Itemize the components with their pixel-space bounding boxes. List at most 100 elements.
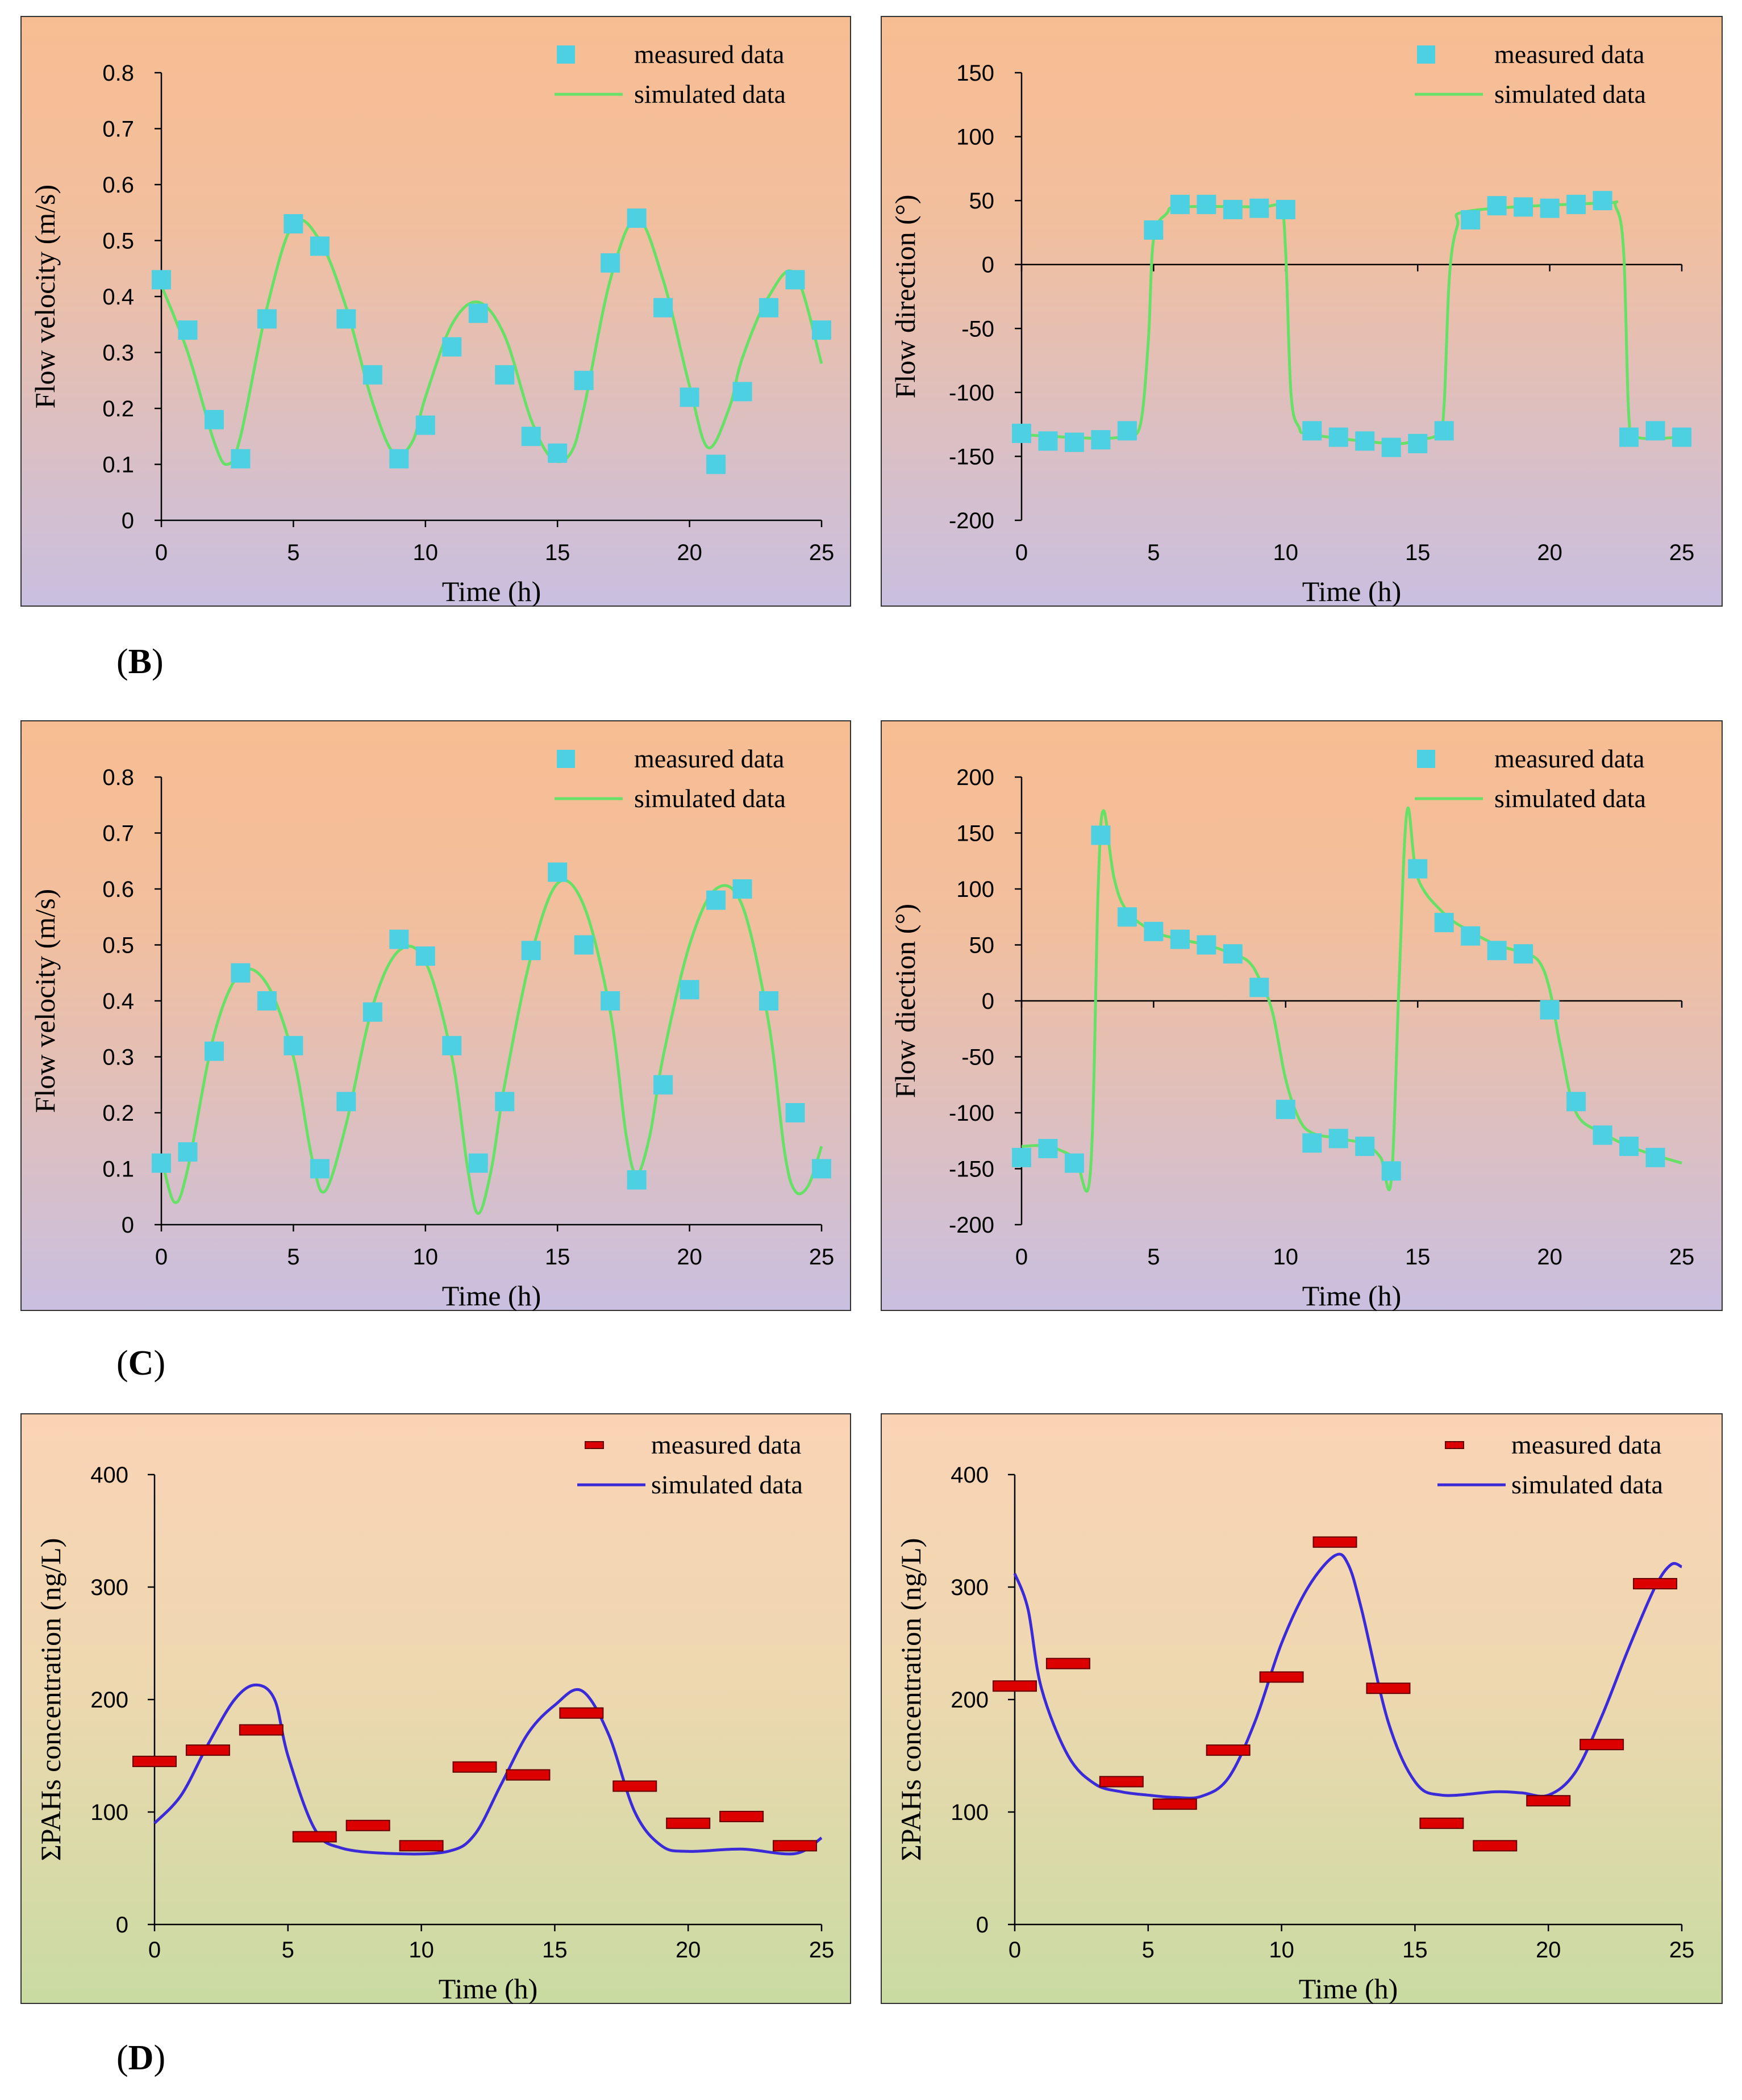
y-tick-label: 0.6 — [102, 877, 134, 902]
measured-point — [680, 387, 699, 407]
y-tick-label: 0.3 — [102, 341, 134, 366]
y-tick-label: 0.8 — [102, 765, 134, 790]
measured-point — [1408, 859, 1428, 879]
y-tick-label: 0.2 — [102, 396, 134, 421]
axes — [148, 1473, 823, 1931]
chart-D-concentration-right: 0 100 200 300 400 0 5 10 15 20 25 Time (h) ΣPAHs con… — [881, 1413, 1723, 2004]
y-tick-label: 150 — [956, 821, 994, 846]
legend-measured-label: measured data — [634, 744, 784, 773]
measured-point — [653, 298, 673, 318]
measured-point — [1645, 421, 1665, 441]
measured-point — [231, 449, 251, 469]
measured-point — [732, 382, 752, 402]
y-tick-label: -150 — [949, 444, 994, 469]
y-tick-label: 0.7 — [102, 117, 134, 142]
x-axis-label: Time (h) — [439, 1973, 538, 2004]
measured-point — [601, 991, 620, 1011]
y-tick-label: 200 — [90, 1688, 128, 1713]
legend-measured-symbol — [557, 45, 575, 64]
measured-point — [1366, 1682, 1411, 1694]
measured-point — [1045, 1658, 1090, 1669]
x-tick-label: 15 — [1405, 1245, 1431, 1270]
y-axis-label: Flow velocity (m/s) — [29, 889, 61, 1113]
measured-point — [1461, 926, 1481, 946]
measured-point — [1419, 1817, 1464, 1829]
measured-point — [284, 1036, 303, 1055]
measured-point — [204, 410, 224, 429]
measured-point — [1223, 944, 1243, 964]
measured-point — [1170, 929, 1190, 949]
measured-point — [1012, 423, 1031, 443]
measured-point — [1461, 210, 1481, 229]
measured-point — [1526, 1795, 1571, 1807]
measured-point — [1064, 432, 1084, 452]
x-tick-label: 20 — [676, 1938, 701, 1963]
y-tick-label: 0 — [122, 508, 134, 533]
measured-point — [1540, 1000, 1560, 1020]
measured-point — [204, 1041, 224, 1061]
chart-B-velocity: 0 0.1 0.2 0.3 0.4 0.5 0.6 0.7 0.8 0 5 10 15 20 25 Time … — [20, 16, 851, 607]
measured-point — [1091, 825, 1111, 845]
measured-point — [1223, 199, 1243, 219]
measured-point — [1619, 427, 1639, 447]
y-tick-label: -150 — [949, 1157, 994, 1182]
y-tick-label: 0 — [122, 1213, 134, 1238]
y-tick-label: 0.4 — [102, 989, 134, 1014]
measured-point — [521, 427, 541, 446]
legend-measured-label: measured data — [651, 1430, 801, 1459]
y-tick-label: 0.8 — [102, 61, 134, 86]
y-tick-label: 200 — [956, 765, 994, 790]
measured-point — [993, 1680, 1037, 1692]
legend-measured-label: measured data — [1494, 744, 1644, 773]
x-tick-label: 0 — [155, 540, 168, 565]
measured-point — [362, 365, 382, 385]
measured-point — [1038, 431, 1058, 451]
x-tick-label: 5 — [1147, 540, 1160, 565]
y-tick-label: 50 — [969, 189, 995, 214]
measured-point — [1645, 1147, 1665, 1167]
chart-C-velocity: 0 0.1 0.2 0.3 0.4 0.5 0.6 0.7 0.8 0 5 10 15 20 25 Time … — [20, 720, 851, 1311]
measured-point — [812, 1159, 831, 1179]
y-tick-label: 0.5 — [102, 933, 134, 958]
x-tick-label: 25 — [809, 1938, 835, 1963]
axes — [1008, 1473, 1683, 1931]
chart-D-concentration-left: 0 100 200 300 400 0 5 10 15 20 25 Time (h) ΣPAHs con… — [20, 1413, 851, 2004]
measured-point — [257, 309, 277, 329]
y-tick-label: -50 — [961, 316, 994, 341]
measured-point — [468, 1153, 488, 1173]
measured-point — [1302, 1133, 1322, 1153]
y-tick-label: 0 — [976, 1913, 989, 1938]
legend-simulated-label: simulated data — [1511, 1470, 1663, 1499]
measured-point — [389, 449, 409, 469]
legend-simulated-label: simulated data — [1494, 784, 1646, 813]
legend-simulated-label: simulated data — [651, 1470, 803, 1499]
measured-point — [415, 415, 435, 435]
legend: measured data simulated data — [1415, 744, 1646, 813]
y-tick-label: 0.4 — [102, 285, 134, 310]
y-tick-label: 0 — [116, 1913, 128, 1938]
measured-point — [415, 946, 435, 966]
measured-point — [442, 1036, 462, 1055]
measured-point — [1312, 1536, 1357, 1548]
y-tick-label: 200 — [951, 1688, 989, 1713]
measured-point — [506, 1769, 551, 1781]
y-tick-label: 0.3 — [102, 1045, 134, 1070]
x-tick-label: 5 — [287, 1245, 299, 1270]
measured-point — [1197, 935, 1216, 955]
simulated-series-line — [153, 1683, 823, 1856]
x-tick-label: 5 — [282, 1938, 294, 1963]
measured-point — [1276, 1100, 1295, 1120]
measured-point — [452, 1761, 497, 1773]
y-tick-label: 0 — [982, 253, 994, 278]
legend: measured data simulated data — [555, 744, 786, 813]
measured-point — [442, 337, 462, 357]
legend-measured-symbol — [557, 750, 575, 768]
measured-point — [1152, 1798, 1197, 1810]
y-tick-label: 100 — [951, 1800, 989, 1825]
measured-point — [1328, 427, 1348, 447]
legend-simulated-label: simulated data — [634, 784, 786, 813]
x-axis-label: Time (h) — [442, 575, 541, 607]
measured-point — [1117, 907, 1137, 927]
x-tick-label: 10 — [413, 540, 439, 565]
measured-point — [1514, 944, 1533, 964]
